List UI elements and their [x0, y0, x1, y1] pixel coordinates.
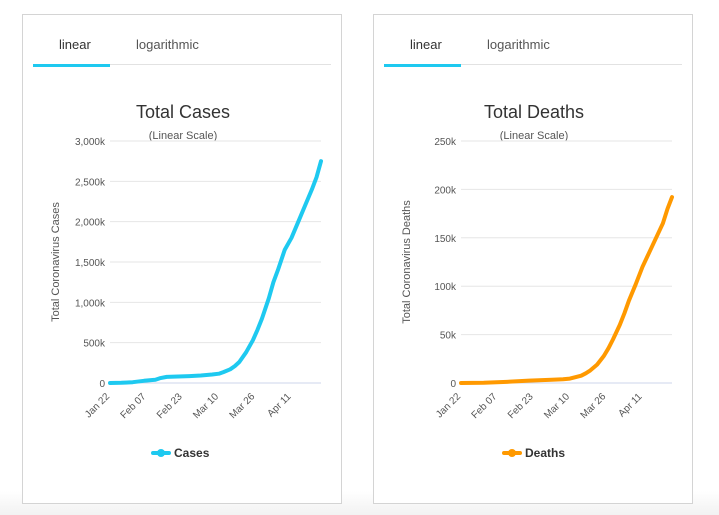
x-tick-label: Feb 07	[470, 391, 500, 421]
y-tick-label: 1,000k	[75, 298, 106, 309]
y-tick-label: 200k	[434, 185, 457, 196]
x-tick-label: Jan 22	[83, 391, 112, 420]
x-tick-label: Mar 26	[228, 391, 258, 421]
y-tick-label: 500k	[83, 339, 106, 350]
tabs-divider	[33, 64, 331, 65]
scale-tabs: linear logarithmic	[374, 15, 692, 67]
legend-marker	[157, 449, 165, 457]
y-axis-title: Total Coronavirus Deaths	[401, 200, 413, 324]
x-tick-label: Feb 07	[119, 391, 149, 421]
y-tick-label: 0	[450, 379, 456, 390]
chart-title: Total Cases	[136, 102, 230, 122]
y-tick-label: 50k	[440, 331, 457, 342]
y-tick-label: 250k	[434, 137, 457, 148]
tab-logarithmic[interactable]: logarithmic	[487, 37, 550, 52]
scale-tabs: linear logarithmic	[23, 15, 341, 67]
active-tab-indicator	[384, 64, 461, 67]
x-tick-label: Mar 10	[191, 391, 221, 421]
legend-marker	[508, 449, 516, 457]
y-tick-label: 3,000k	[75, 137, 106, 148]
cases-chart: Total Cases (Linear Scale) 0 500k 1,000k 1,50…	[50, 102, 323, 460]
y-tick-label: 0	[99, 379, 105, 390]
chart-subtitle: (Linear Scale)	[500, 130, 568, 142]
deaths-chart: Total Deaths (Linear Scale) 0 50k 100k 150k 20…	[401, 102, 674, 460]
y-tick-label: 1,500k	[75, 258, 106, 269]
tabs-divider	[384, 64, 682, 65]
chart-title: Total Deaths	[484, 102, 584, 122]
active-tab-indicator	[33, 64, 110, 67]
x-tick-label: Mar 26	[579, 391, 609, 421]
legend-label: Deaths	[525, 446, 565, 460]
legend-label: Cases	[174, 446, 210, 460]
y-tick-label: 100k	[434, 282, 457, 293]
x-tick-label: Jan 22	[434, 391, 463, 420]
y-tick-label: 150k	[434, 234, 457, 245]
deaths-chart-card: linear logarithmic Total Deaths (Linear S…	[373, 14, 693, 504]
y-tick-label: 2,000k	[75, 218, 106, 229]
tab-linear[interactable]: linear	[410, 37, 442, 52]
x-tick-label: Feb 23	[506, 391, 536, 421]
x-tick-label: Mar 10	[542, 391, 572, 421]
tab-logarithmic[interactable]: logarithmic	[136, 37, 199, 52]
series-line	[108, 159, 323, 385]
tab-linear[interactable]: linear	[59, 37, 91, 52]
y-tick-label: 2,500k	[75, 177, 106, 188]
series-line	[459, 195, 674, 385]
x-tick-label: Apr 11	[617, 391, 645, 419]
x-tick-label: Apr 11	[266, 391, 294, 419]
cases-chart-card: linear logarithmic Total Cases (Linear Sc…	[22, 14, 342, 504]
x-tick-label: Feb 23	[155, 391, 185, 421]
y-axis-title: Total Coronavirus Cases	[50, 202, 62, 322]
chart-subtitle: (Linear Scale)	[149, 130, 217, 142]
